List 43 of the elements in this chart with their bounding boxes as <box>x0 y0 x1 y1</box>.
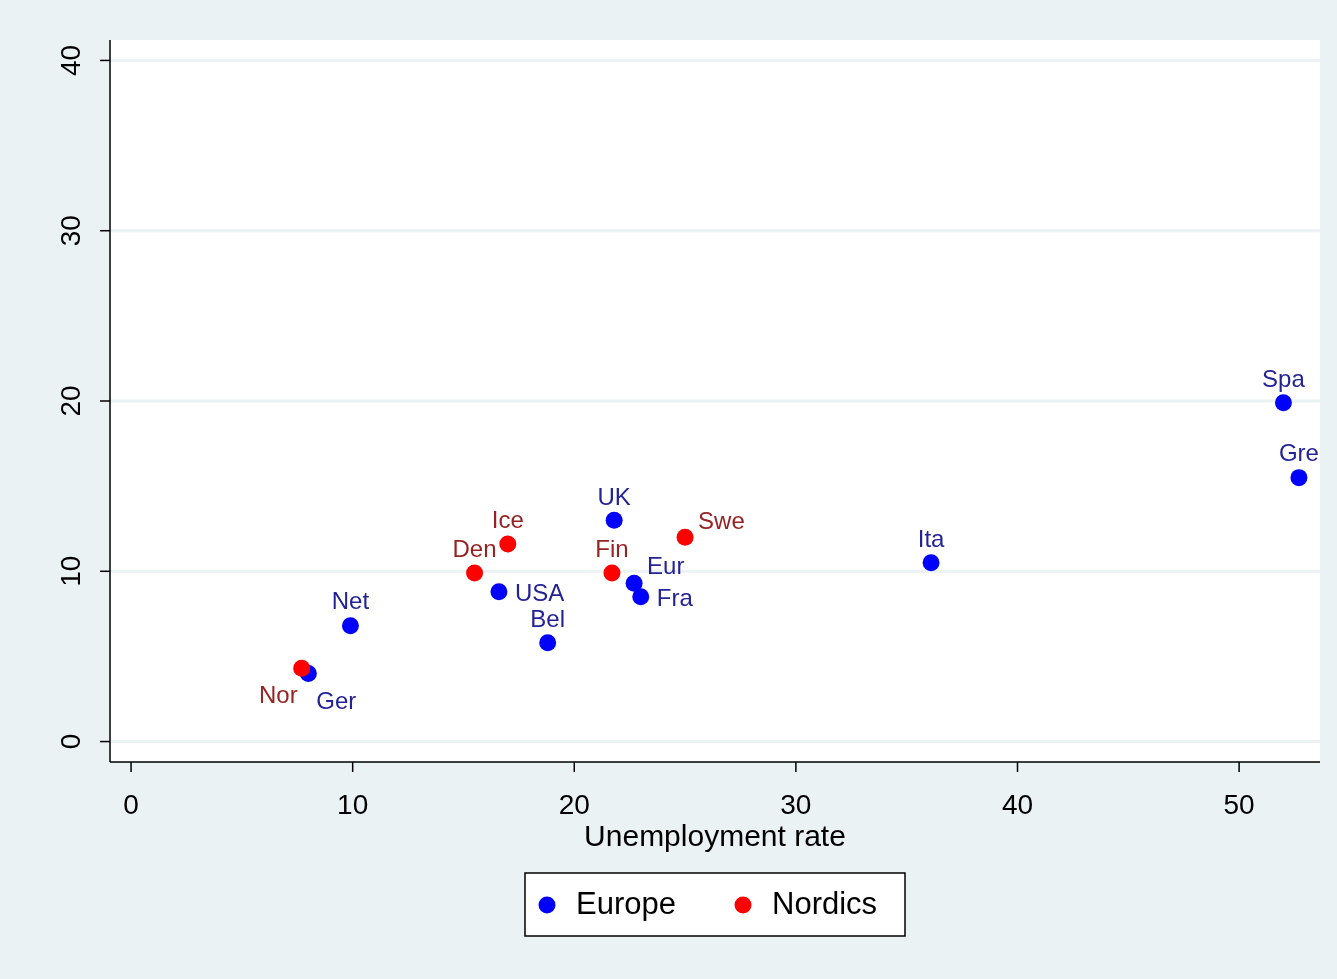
point <box>499 535 517 553</box>
point <box>1274 394 1292 412</box>
x-tick-label: 50 <box>1223 789 1255 820</box>
annotation: UK <box>597 482 631 510</box>
annotation: Gre <box>1278 438 1319 466</box>
y-tick-label: 10 <box>55 555 86 587</box>
point <box>605 511 623 529</box>
point <box>539 634 557 652</box>
legend-label: Europe <box>576 886 676 922</box>
annotation: Fin <box>595 535 629 563</box>
annotation: Nor <box>259 680 298 708</box>
point <box>676 528 694 546</box>
annotation: Fra <box>656 584 694 612</box>
y-tick-label: 0 <box>55 733 86 750</box>
point <box>341 617 359 635</box>
annotation: Ice <box>491 506 524 534</box>
point <box>466 564 484 582</box>
point <box>1290 469 1308 487</box>
point <box>603 564 621 582</box>
annotation: Ita <box>917 525 946 553</box>
point <box>922 554 940 572</box>
point <box>632 588 650 606</box>
annotation: Spa <box>1262 365 1306 393</box>
x-tick-label: 30 <box>780 789 812 820</box>
x-tick-label: 40 <box>1001 789 1034 820</box>
annotation: Ger <box>316 686 357 714</box>
y-tick-label: 40 <box>55 44 86 77</box>
annotation: Den <box>452 535 497 563</box>
point <box>293 659 311 677</box>
y-tick-label: 30 <box>55 215 86 247</box>
annotation: Eur <box>647 551 685 579</box>
y-tick-label: 20 <box>55 385 86 417</box>
x-axis-title: Unemployment rate <box>584 819 846 852</box>
annotation: USA <box>514 579 565 607</box>
annotation: Swe <box>698 506 745 534</box>
x-tick-label: 0 <box>123 789 139 820</box>
x-tick-label: 10 <box>337 789 369 820</box>
annotation: Bel <box>530 605 566 633</box>
annotation: Net <box>331 587 370 615</box>
point <box>625 574 643 592</box>
legend-label: Nordics <box>772 886 878 922</box>
x-tick-label: 20 <box>558 789 590 820</box>
point <box>490 583 508 601</box>
